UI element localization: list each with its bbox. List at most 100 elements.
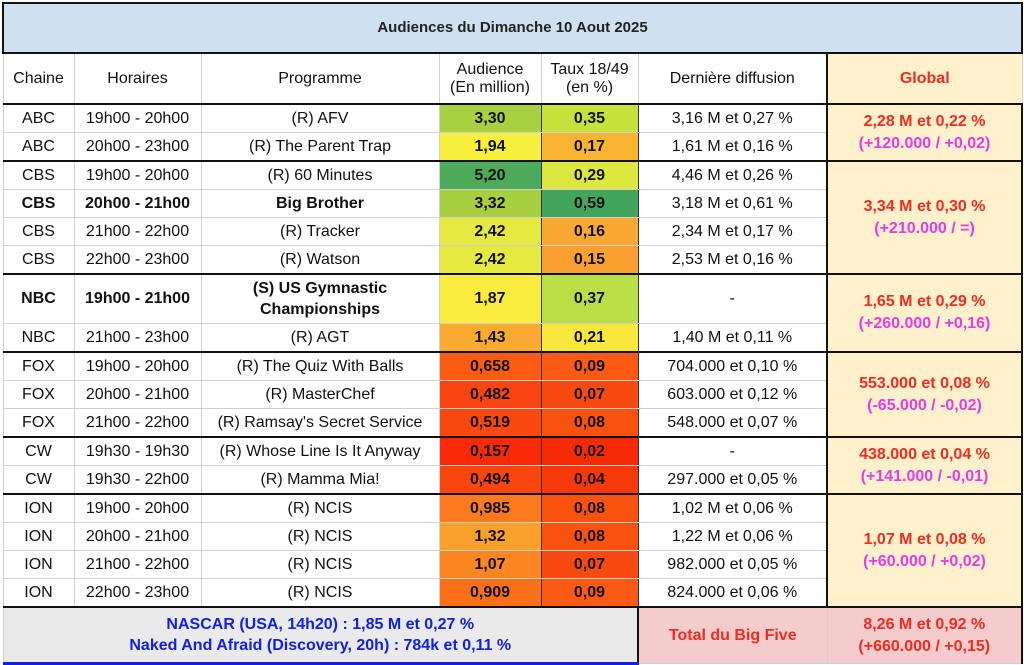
cell-derniere: 1,61 M et 0,16 % xyxy=(637,132,828,162)
cell-horaires: 19h00 - 20h00 xyxy=(73,103,202,133)
cell-horaires: 21h00 - 23h00 xyxy=(73,323,202,353)
cell-audience: 0,494 xyxy=(438,465,542,495)
footer-notes: NASCAR (USA, 14h20) : 1,85 M et 0,27 % Na… xyxy=(2,606,639,665)
table-row: ION 22h00 - 23h00 (R) NCIS 0,909 0,09 824.000… xyxy=(2,578,1022,608)
cell-programme: (R) AFV xyxy=(200,103,440,133)
total-value: 8,26 M et 0,92 % xyxy=(863,615,986,633)
cell-derniere: 982.000 et 0,05 % xyxy=(637,550,828,579)
header-taux: Taux 18/49 (en %) xyxy=(540,52,639,105)
cell-horaires: 22h00 - 23h00 xyxy=(73,578,202,608)
cell-global: 438.000 et 0,04 % (+141.000 / -0,01) xyxy=(825,436,1024,495)
cell-programme: (R) Whose Line Is It Anyway xyxy=(200,436,440,466)
cell-derniere: 2,53 M et 0,16 % xyxy=(637,245,828,275)
cell-derniere: 704.000 et 0,10 % xyxy=(637,351,828,381)
cell-horaires: 20h00 - 21h00 xyxy=(73,380,202,409)
global-delta: (+260.000 / +0,16) xyxy=(858,315,991,332)
header-chaine: Chaine xyxy=(2,52,75,105)
cell-programme: (R) Tracker xyxy=(200,217,440,246)
table-row: NBC 19h00 - 21h00 (S) US Gymnastic Champio… xyxy=(2,273,1024,353)
cell-chaine: ABC xyxy=(2,103,75,133)
cell-programme: (R) The Quiz With Balls xyxy=(200,351,440,381)
cell-global: 3,34 M et 0,30 % (+210.000 / =) xyxy=(825,160,1024,275)
cell-audience: 1,87 xyxy=(438,273,542,324)
table-row: CBS 22h00 - 23h00 (R) Watson 2,42 0,15 2,53 M… xyxy=(2,245,1022,275)
cell-audience: 2,42 xyxy=(438,217,542,246)
cell-horaires: 20h00 - 23h00 xyxy=(73,132,202,162)
cell-taux: 0,15 xyxy=(540,245,639,275)
cell-taux: 0,09 xyxy=(540,578,639,608)
footer-note: Naked And Afraid (Discovery, 20h) : 784k… xyxy=(129,637,512,654)
global-delta: (-65.000 / -0,02) xyxy=(867,396,982,414)
global-delta: (+210.000 / =) xyxy=(874,219,975,237)
cell-horaires: 19h30 - 22h00 xyxy=(73,465,202,495)
total-label: Total du Big Five xyxy=(637,606,828,664)
cell-chaine: CBS xyxy=(2,189,75,218)
cell-horaires: 20h00 - 21h00 xyxy=(73,189,202,218)
cell-derniere: - xyxy=(637,436,828,466)
cell-programme: (R) NCIS xyxy=(200,522,440,551)
header-audience-label: Audience xyxy=(456,60,524,78)
cell-chaine: NBC xyxy=(2,323,75,353)
cell-derniere: 2,34 M et 0,17 % xyxy=(637,217,828,246)
global-value: 2,28 M et 0,22 % xyxy=(863,112,986,130)
cell-taux: 0,02 xyxy=(540,436,639,466)
cell-chaine: CBS xyxy=(2,160,75,190)
global-value: 438.000 et 0,04 % xyxy=(859,445,990,463)
cell-audience: 3,32 xyxy=(438,189,542,218)
cell-programme: (R) NCIS xyxy=(200,493,440,523)
cell-taux: 0,21 xyxy=(540,323,639,353)
cell-derniere: - xyxy=(637,273,828,324)
cell-derniere: 1,02 M et 0,06 % xyxy=(637,493,828,523)
header-global: Global xyxy=(825,52,1023,105)
cell-taux: 0,07 xyxy=(540,380,639,409)
table-row: CBS 20h00 - 21h00 Big Brother 3,32 0,59 3,18 … xyxy=(2,189,1022,218)
cell-global: 1,65 M et 0,29 % (+260.000 / +0,16) xyxy=(825,273,1024,353)
table-row: ABC 19h00 - 20h00 (R) AFV 3,30 0,35 3,16 M et… xyxy=(2,103,1024,162)
cell-taux: 0,08 xyxy=(540,408,639,438)
cell-chaine: ION xyxy=(2,550,75,579)
total-value-cell: 8,26 M et 0,92 % (+660.000 / +0,15) xyxy=(826,606,1024,664)
cell-horaires: 19h00 - 21h00 xyxy=(73,273,202,324)
title-row: Audiences du Dimanche 10 Aout 2025 xyxy=(1,2,1024,54)
cell-audience: 1,94 xyxy=(438,132,542,162)
cell-audience: 0,157 xyxy=(438,436,542,466)
cell-horaires: 21h00 - 22h00 xyxy=(73,217,202,246)
cell-audience: 1,43 xyxy=(438,323,542,353)
cell-derniere: 1,22 M et 0,06 % xyxy=(637,522,828,551)
cell-taux: 0,07 xyxy=(540,550,639,579)
cell-programme: (R) Mamma Mia! xyxy=(200,465,440,495)
table-row: CBS 19h00 - 20h00 (R) 60 Minutes 5,20 0,29 4,… xyxy=(2,160,1024,275)
table-title: Audiences du Dimanche 10 Aout 2025 xyxy=(1,2,1024,54)
cell-chaine: ABC xyxy=(2,132,75,162)
cell-chaine: CBS xyxy=(2,217,75,246)
cell-global: 1,07 M et 0,08 % (+60.000 / +0,02) xyxy=(825,493,1024,608)
cell-global: 2,28 M et 0,22 % (+120.000 / +0,02) xyxy=(825,103,1024,162)
cell-audience: 1,07 xyxy=(438,550,542,579)
global-value: 3,34 M et 0,30 % xyxy=(863,197,986,215)
cell-audience: 0,658 xyxy=(438,351,542,381)
cell-taux: 0,08 xyxy=(540,522,639,551)
cell-programme: (S) US Gymnastic Championships xyxy=(200,273,440,324)
cell-audience: 0,909 xyxy=(438,578,542,608)
cell-programme: (R) The Parent Trap xyxy=(200,132,440,162)
global-value: 553.000 et 0,08 % xyxy=(859,374,990,392)
cell-audience: 0,985 xyxy=(438,493,542,523)
header-audience-unit: (En million) xyxy=(449,78,530,96)
global-value: 1,07 M et 0,08 % xyxy=(863,530,986,548)
cell-taux: 0,04 xyxy=(540,465,639,495)
cell-horaires: 19h00 - 20h00 xyxy=(73,351,202,381)
table-row: ABC 20h00 - 23h00 (R) The Parent Trap 1,94 0… xyxy=(2,132,1022,162)
table-row: ION 20h00 - 21h00 (R) NCIS 1,32 0,08 1,22 M e… xyxy=(2,522,1022,551)
global-delta: (+141.000 / -0,01) xyxy=(860,467,989,485)
cell-derniere: 3,18 M et 0,61 % xyxy=(637,189,828,218)
table-row: FOX 19h00 - 20h00 (R) The Quiz With Balls 0… xyxy=(2,351,1024,438)
cell-global: 553.000 et 0,08 % (-65.000 / -0,02) xyxy=(825,351,1024,438)
cell-chaine: NBC xyxy=(2,273,75,324)
cell-derniere: 824.000 et 0,06 % xyxy=(637,578,828,608)
cell-chaine: FOX xyxy=(2,351,75,381)
cell-horaires: 19h00 - 20h00 xyxy=(73,160,202,190)
cell-derniere: 4,46 M et 0,26 % xyxy=(637,160,828,190)
cell-programme: (R) AGT xyxy=(200,323,440,353)
cell-chaine: FOX xyxy=(2,380,75,409)
header-taux-label: Taux 18/49 xyxy=(550,60,629,78)
